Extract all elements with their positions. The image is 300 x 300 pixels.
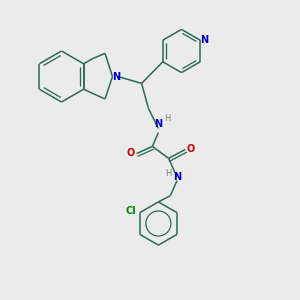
Text: Cl: Cl xyxy=(126,206,137,216)
Text: H: H xyxy=(164,114,171,123)
Text: N: N xyxy=(173,172,181,182)
Text: H: H xyxy=(165,169,172,178)
Text: N: N xyxy=(112,71,121,82)
Text: O: O xyxy=(127,148,135,158)
Text: O: O xyxy=(187,143,195,154)
Text: N: N xyxy=(154,118,163,129)
Text: N: N xyxy=(200,35,208,45)
